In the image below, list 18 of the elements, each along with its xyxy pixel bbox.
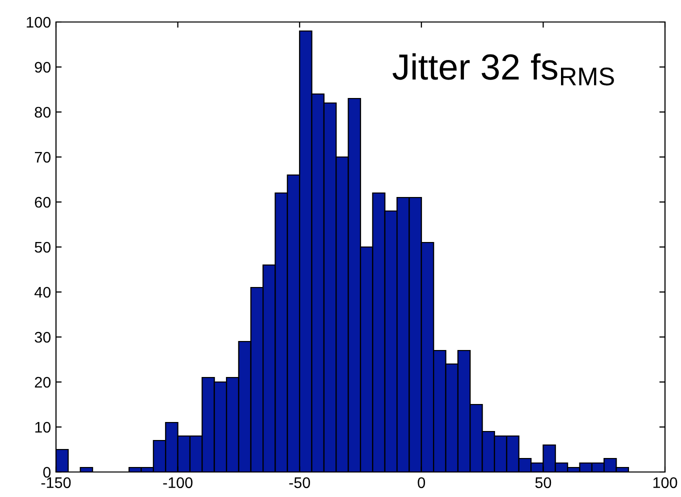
x-tick-label: -100 [163,477,192,488]
x-tick-label: -50 [289,477,310,488]
annotation: Jitter 32 fs$_{RMS}$ [392,53,614,86]
y-tick-label: 20 [34,376,51,388]
y-tick-label: 80 [34,106,51,118]
y-tick-label: 70 [34,152,51,163]
x-tick-label: 100 [653,477,678,488]
x-tick-label: 0 [418,477,426,488]
y-tick-label: 90 [34,62,51,73]
y-tick-label: 60 [34,196,51,208]
x-tick-label: 50 [535,477,552,488]
x-tick-label: -150 [41,477,71,488]
y-tick-label: 40 [34,286,51,298]
y-tick-label: 0 [43,466,51,478]
y-tick-label: 50 [34,242,51,253]
y-tick-label: 30 [34,332,51,343]
y-tick-label: 100 [26,16,51,28]
y-tick-label: 10 [35,422,51,433]
